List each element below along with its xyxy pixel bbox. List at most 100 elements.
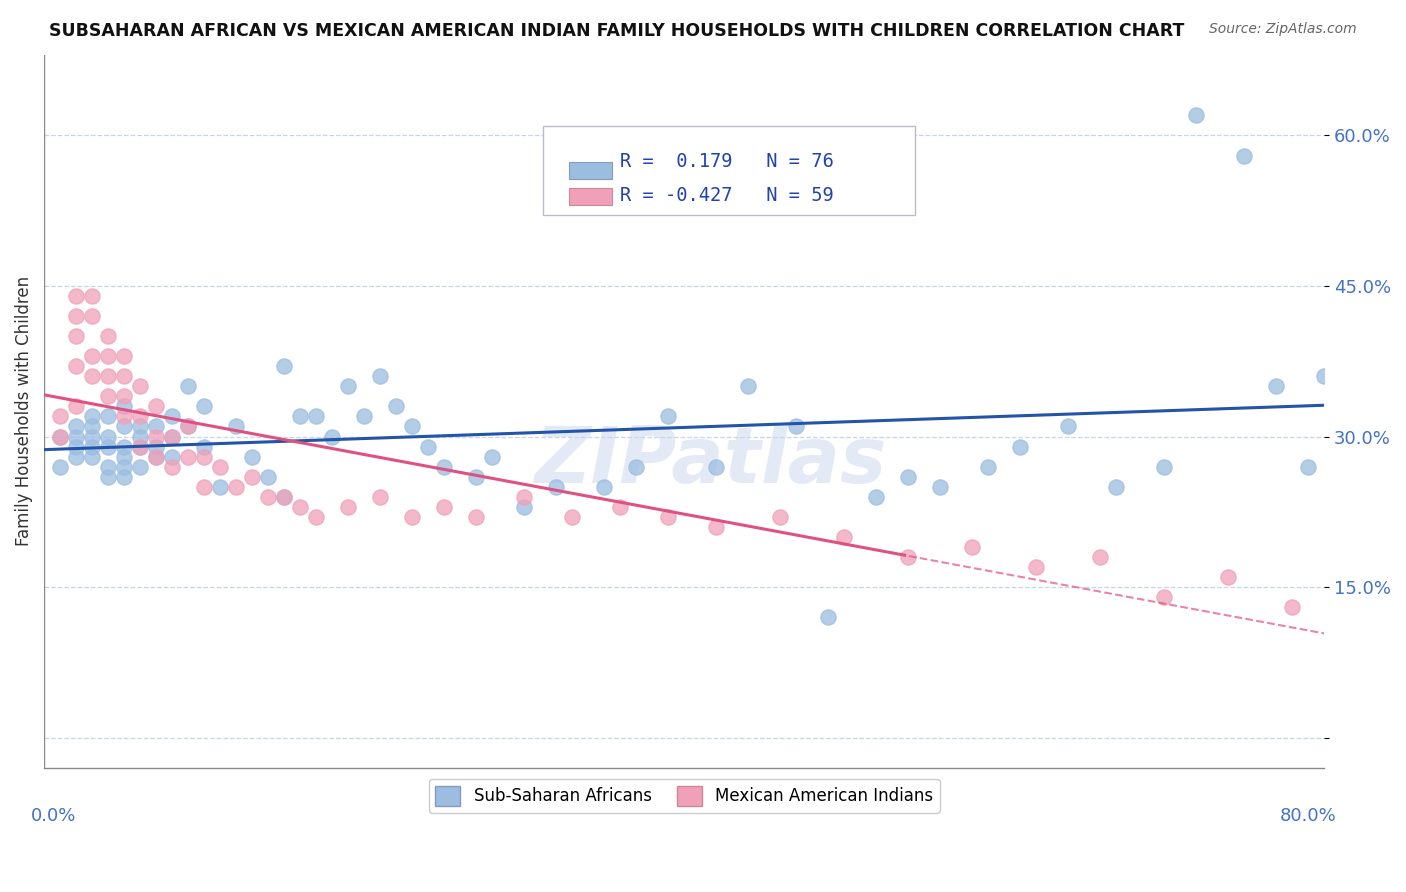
Point bbox=[785, 419, 807, 434]
Point bbox=[97, 469, 120, 483]
Point bbox=[65, 419, 87, 434]
Point bbox=[112, 369, 135, 384]
Y-axis label: Family Households with Children: Family Households with Children bbox=[15, 277, 32, 547]
Point bbox=[97, 409, 120, 424]
Point bbox=[193, 440, 215, 454]
Point bbox=[368, 369, 391, 384]
Point bbox=[609, 500, 631, 514]
Point bbox=[160, 450, 183, 464]
FancyBboxPatch shape bbox=[543, 127, 914, 216]
Point bbox=[929, 480, 952, 494]
Point bbox=[1185, 108, 1208, 122]
Point bbox=[145, 429, 167, 443]
Point bbox=[1346, 620, 1368, 634]
Point bbox=[288, 500, 311, 514]
Text: Source: ZipAtlas.com: Source: ZipAtlas.com bbox=[1209, 22, 1357, 37]
Point bbox=[97, 329, 120, 343]
Point bbox=[145, 419, 167, 434]
Point bbox=[769, 509, 792, 524]
Point bbox=[160, 429, 183, 443]
Point bbox=[657, 409, 679, 424]
Point bbox=[97, 389, 120, 403]
Point bbox=[433, 500, 456, 514]
Point bbox=[145, 400, 167, 414]
Point bbox=[193, 480, 215, 494]
Text: ZIPatlas: ZIPatlas bbox=[534, 424, 886, 500]
Point bbox=[288, 409, 311, 424]
Point bbox=[112, 419, 135, 434]
Point bbox=[257, 469, 280, 483]
Point bbox=[225, 419, 247, 434]
Point bbox=[561, 509, 583, 524]
Point bbox=[82, 450, 104, 464]
Point bbox=[1088, 549, 1111, 564]
Point bbox=[624, 459, 647, 474]
Point bbox=[865, 490, 887, 504]
Point bbox=[65, 440, 87, 454]
Point bbox=[1153, 590, 1175, 604]
Point bbox=[112, 440, 135, 454]
Point bbox=[1313, 369, 1336, 384]
Point bbox=[240, 469, 263, 483]
Point bbox=[65, 450, 87, 464]
Point bbox=[960, 540, 983, 554]
Point bbox=[209, 480, 232, 494]
Point bbox=[305, 409, 328, 424]
Point bbox=[82, 409, 104, 424]
Point bbox=[129, 429, 152, 443]
Point bbox=[145, 450, 167, 464]
Point bbox=[209, 459, 232, 474]
Point bbox=[368, 490, 391, 504]
Point bbox=[65, 400, 87, 414]
Point bbox=[1010, 440, 1032, 454]
Point bbox=[97, 349, 120, 363]
Point bbox=[273, 359, 295, 374]
Point bbox=[82, 440, 104, 454]
Point bbox=[193, 400, 215, 414]
FancyBboxPatch shape bbox=[569, 188, 612, 205]
Point bbox=[897, 469, 920, 483]
Point bbox=[82, 309, 104, 323]
Point bbox=[193, 450, 215, 464]
Point bbox=[593, 480, 616, 494]
Point bbox=[82, 419, 104, 434]
Point bbox=[657, 509, 679, 524]
Point bbox=[337, 500, 360, 514]
Point bbox=[305, 509, 328, 524]
Point bbox=[1281, 600, 1303, 615]
Text: 80.0%: 80.0% bbox=[1281, 807, 1337, 825]
Point bbox=[65, 329, 87, 343]
Point bbox=[977, 459, 1000, 474]
Point bbox=[112, 400, 135, 414]
Point bbox=[177, 419, 200, 434]
Point bbox=[129, 409, 152, 424]
Point bbox=[65, 309, 87, 323]
Point bbox=[112, 469, 135, 483]
Point bbox=[832, 530, 855, 544]
Point bbox=[145, 440, 167, 454]
Point bbox=[1218, 570, 1240, 584]
Point bbox=[1233, 148, 1256, 162]
Point bbox=[416, 440, 439, 454]
Point bbox=[1153, 459, 1175, 474]
Point bbox=[513, 490, 536, 504]
Point bbox=[465, 509, 488, 524]
Point bbox=[82, 429, 104, 443]
Point bbox=[481, 450, 503, 464]
Point bbox=[353, 409, 375, 424]
Point bbox=[129, 419, 152, 434]
Point bbox=[97, 440, 120, 454]
Point bbox=[704, 459, 727, 474]
Point bbox=[513, 500, 536, 514]
Point bbox=[65, 289, 87, 303]
Point bbox=[273, 490, 295, 504]
Point bbox=[145, 450, 167, 464]
Point bbox=[1057, 419, 1080, 434]
Legend: Sub-Saharan Africans, Mexican American Indians: Sub-Saharan Africans, Mexican American I… bbox=[429, 779, 939, 813]
Point bbox=[704, 520, 727, 534]
Point bbox=[112, 349, 135, 363]
Point bbox=[82, 289, 104, 303]
Point bbox=[97, 429, 120, 443]
Point bbox=[49, 429, 72, 443]
Point bbox=[129, 459, 152, 474]
